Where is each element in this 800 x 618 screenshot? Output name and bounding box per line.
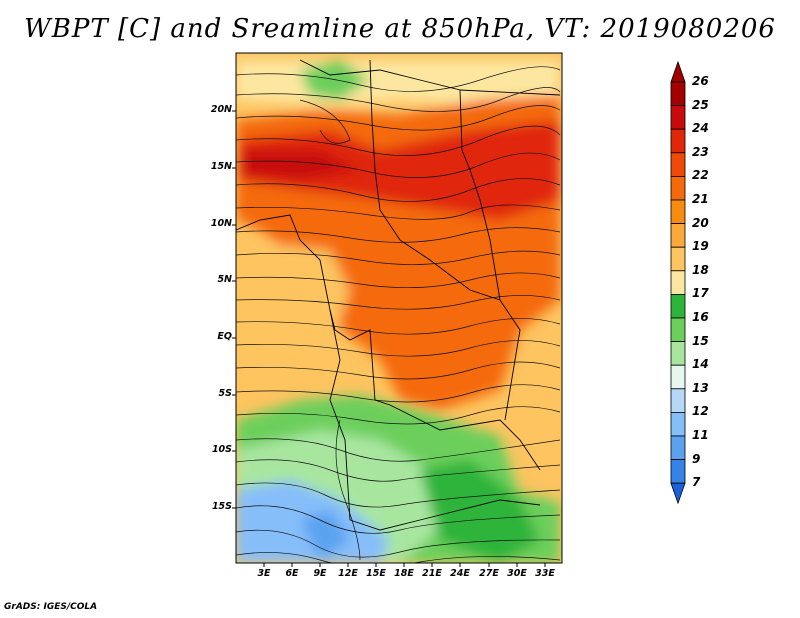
lon-label-21e: 21E [422,568,442,579]
colorbar-segment [670,246,686,272]
colorbar-label: 14 [692,357,709,372]
lat-label-15s: 15S [211,501,232,512]
lon-label-9e: 9E [313,568,327,579]
colorbar-segment [670,81,686,107]
lat-label-20n: 20N [210,104,232,115]
colorbar-label: 22 [692,168,709,183]
colorbar-segment [670,105,686,130]
lon-ticks [263,563,546,567]
lon-label-6e: 6E [285,568,299,579]
colorbar-segment [670,293,686,319]
lat-label-10s: 10S [211,444,232,455]
colorbar-label: 18 [692,262,709,277]
lon-label-18e: 18E [394,568,414,579]
colorbar-label: 25 [692,97,709,112]
colorbar-label: 9 [692,451,701,466]
lon-label-15e: 15E [366,568,386,579]
colorbar-label: 13 [692,380,709,395]
colorbar-label: 20 [692,215,709,230]
colorbar-segment [670,341,686,366]
colorbar-segment [670,128,686,154]
colorbar-bottom-arrow [670,482,686,505]
colorbar-label: 19 [692,239,709,254]
lat-label-10n: 10N [210,218,232,229]
colorbar-label: 16 [692,310,709,324]
credit-text: GrADS: IGES/COLA [4,602,98,612]
colorbar-label: 24 [692,121,709,136]
colorbar-segment [670,459,686,484]
lon-label-33e: 33E [535,568,555,579]
colorbar-segment [670,223,686,248]
country-borders [236,59,561,531]
lon-label-30e: 30E [507,568,527,579]
colorbar-label: 15 [692,333,709,348]
colorbar-segment [670,175,686,201]
lat-ticks [232,110,236,509]
lon-label-12e: 12E [338,568,358,579]
colorbar-segment [670,411,686,437]
map-frame [235,52,563,564]
colorbar-segment [670,152,686,177]
map-title: WBPT [C] and Sreamline at 850hPa, VT: 20… [24,14,776,44]
colorbar-label: 11 [692,428,709,442]
colorbar-label: 21 [692,192,709,206]
lat-label-15n: 15N [210,161,232,172]
colorbar-segment [670,364,686,390]
lon-label-3e: 3E [257,568,271,579]
lat-label-eq: EQ [217,331,232,342]
lon-label-24e: 24E [450,568,470,579]
colorbar-label: 12 [692,404,709,419]
colorbar-segment [670,199,686,225]
colorbar-label: 23 [692,144,709,159]
streamlines [236,66,561,563]
colorbar [670,60,686,505]
colorbar-segment [670,435,686,461]
lon-label-27e: 27E [479,568,499,579]
colorbar-label: 17 [692,286,709,301]
colorbar-segment [670,270,686,295]
lat-label-5n: 5N [217,274,232,285]
colorbar-segment [670,317,686,343]
colorbar-segment [670,388,686,413]
wbpt-shading [236,53,562,563]
colorbar-label: 7 [692,475,701,490]
colorbar-label: 26 [692,74,709,88]
colorbar-top-arrow [670,60,686,83]
lat-label-5s: 5S [218,388,232,399]
